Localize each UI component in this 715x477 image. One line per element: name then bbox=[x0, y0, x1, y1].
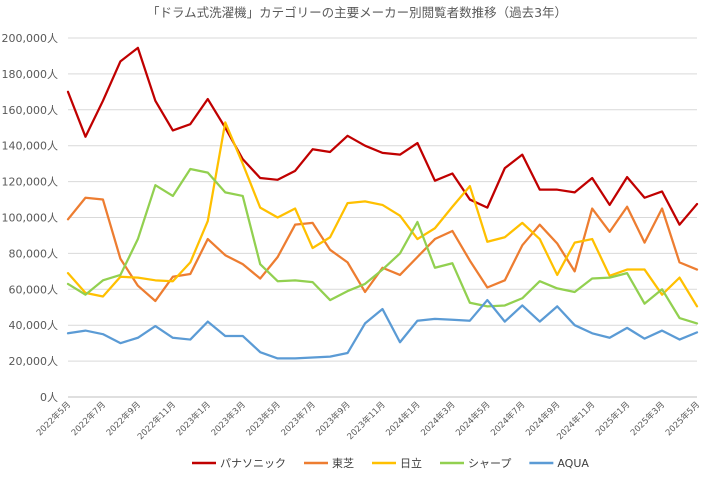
y-tick-label: 100,000人 bbox=[2, 212, 59, 225]
legend-label: パナソニック bbox=[220, 457, 286, 470]
y-tick-label: 160,000人 bbox=[2, 104, 59, 117]
legend-label: 日立 bbox=[400, 456, 422, 470]
series-line-東芝 bbox=[66, 196, 699, 303]
legend: パナソニック 東芝 日立 シャープ AQUA bbox=[192, 456, 589, 470]
legend-item: AQUA bbox=[529, 457, 589, 470]
series-line-パナソニック bbox=[66, 46, 699, 226]
legend-item: パナソニック bbox=[192, 457, 286, 470]
series-line-シャープ bbox=[66, 167, 699, 325]
gridlines bbox=[68, 37, 697, 398]
x-tick-label: 2023年3月 bbox=[209, 399, 248, 438]
y-tick-label: 140,000人 bbox=[2, 140, 59, 153]
y-tick-label: 20,000人 bbox=[9, 355, 59, 368]
legend-item: 東芝 bbox=[304, 457, 354, 470]
x-tick-label: 2025年1月 bbox=[593, 399, 632, 438]
x-tick-label: 2024年1月 bbox=[384, 399, 423, 438]
x-tick-label: 2025年5月 bbox=[663, 399, 702, 438]
x-tick-label: 2024年5月 bbox=[454, 399, 493, 438]
y-tick-label: 60,000人 bbox=[9, 283, 59, 296]
legend-item: シャープ bbox=[440, 457, 511, 470]
series-line-AQUA bbox=[66, 298, 699, 360]
x-tick-label: 2024年3月 bbox=[419, 399, 458, 438]
y-tick-label: 180,000人 bbox=[2, 68, 59, 81]
legend-label: 東芝 bbox=[332, 457, 354, 470]
y-tick-label: 0人 bbox=[40, 391, 58, 404]
x-axis-labels: 2022年5月2022年7月2022年9月2022年11月2023年1月2023… bbox=[34, 399, 702, 442]
x-tick-label: 2023年1月 bbox=[174, 399, 213, 438]
x-tick-label: 2025年3月 bbox=[628, 399, 667, 438]
x-tick-label: 2024年7月 bbox=[488, 399, 527, 438]
x-tick-label: 2023年5月 bbox=[244, 399, 283, 438]
x-tick-label: 2022年5月 bbox=[34, 399, 73, 438]
y-tick-label: 40,000人 bbox=[9, 319, 59, 332]
legend-label: シャープ bbox=[468, 457, 511, 470]
y-tick-label: 200,000人 bbox=[2, 32, 59, 45]
series-line-日立 bbox=[66, 121, 699, 308]
series-lines bbox=[66, 46, 699, 360]
y-tick-label: 120,000人 bbox=[2, 176, 59, 189]
x-tick-label: 2022年7月 bbox=[69, 399, 108, 438]
y-axis-labels: 0人 20,000人 40,000人 60,000人 80,000人 100,000人 12… bbox=[2, 32, 59, 404]
chart-title: 「ドラム式洗濯機」カテゴリーの主要メーカー別閲覧者数推移（過去3年） bbox=[147, 5, 567, 20]
legend-item: 日立 bbox=[372, 456, 422, 470]
y-tick-label: 80,000人 bbox=[9, 247, 59, 260]
x-tick-label: 2023年7月 bbox=[279, 399, 318, 438]
legend-label: AQUA bbox=[557, 457, 589, 470]
